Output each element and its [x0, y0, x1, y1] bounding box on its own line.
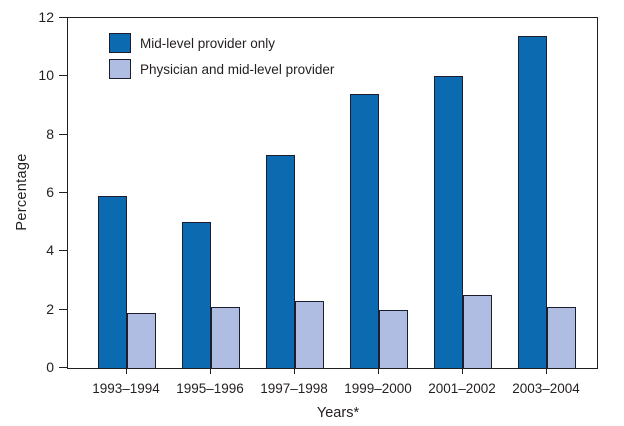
- plot-area: Mid-level provider only Physician and mi…: [67, 17, 598, 369]
- y-tick-label: 2: [46, 300, 54, 317]
- bar-mid-level-2001-2002: [434, 76, 463, 368]
- bar-physician-mid-level-1995-1996: [211, 306, 240, 368]
- bar-physician-mid-level-1997-1998: [295, 300, 324, 368]
- y-tick-label: 0: [46, 359, 54, 375]
- x-category-label: 1993–1994: [92, 381, 160, 396]
- y-tick-label: 10: [38, 67, 54, 84]
- y-tick-mark: [59, 75, 67, 77]
- y-tick-label: 12: [38, 9, 54, 25]
- y-tick-label: 8: [46, 125, 54, 142]
- x-tick-mark: [546, 368, 547, 374]
- x-category-label: 1999–2000: [344, 381, 412, 396]
- y-tick-mark: [59, 367, 67, 368]
- x-category-label: 2003–2004: [512, 381, 580, 396]
- bar-mid-level-1999-2000: [350, 93, 379, 368]
- bar-physician-mid-level-1993-1994: [127, 312, 156, 368]
- x-tick-mark: [462, 368, 463, 374]
- y-tick-mark: [59, 133, 67, 135]
- y-tick-mark: [59, 17, 67, 18]
- bar-physician-mid-level-2001-2002: [463, 295, 492, 368]
- y-tick-label: 6: [46, 184, 54, 200]
- legend-label-physician-and-mid-level: Physician and mid-level provider: [140, 61, 335, 77]
- bar-physician-mid-level-1999-2000: [379, 309, 408, 368]
- bar-mid-level-1993-1994: [98, 195, 127, 368]
- y-tick-mark: [59, 192, 67, 193]
- bar-mid-level-1997-1998: [266, 155, 295, 368]
- legend-item-physician-and-mid-level: Physician and mid-level provider: [109, 59, 334, 79]
- legend-label-mid-level-only: Mid-level provider only: [140, 35, 276, 51]
- x-category-label: 2001–2002: [428, 381, 496, 396]
- x-tick-mark: [294, 368, 295, 374]
- y-tick-label: 4: [46, 242, 54, 259]
- legend-swatch-mid-level-only: [109, 33, 131, 53]
- y-tick-mark: [59, 250, 67, 252]
- legend-swatch-physician-and-mid-level: [109, 59, 131, 79]
- bar-mid-level-1995-1996: [182, 222, 211, 368]
- y-tick-mark: [59, 308, 67, 310]
- legend: Mid-level provider only Physician and mi…: [109, 33, 334, 79]
- x-tick-mark: [210, 368, 211, 374]
- bar-mid-level-2003-2004: [518, 35, 547, 368]
- x-category-label: 1997–1998: [260, 381, 328, 396]
- x-tick-mark: [378, 368, 379, 374]
- x-axis-title: Years*: [316, 405, 360, 421]
- x-tick-mark: [126, 368, 127, 374]
- legend-item-mid-level-only: Mid-level provider only: [109, 33, 334, 53]
- x-category-label: 1995–1996: [176, 381, 244, 396]
- bar-physician-mid-level-2003-2004: [547, 306, 576, 368]
